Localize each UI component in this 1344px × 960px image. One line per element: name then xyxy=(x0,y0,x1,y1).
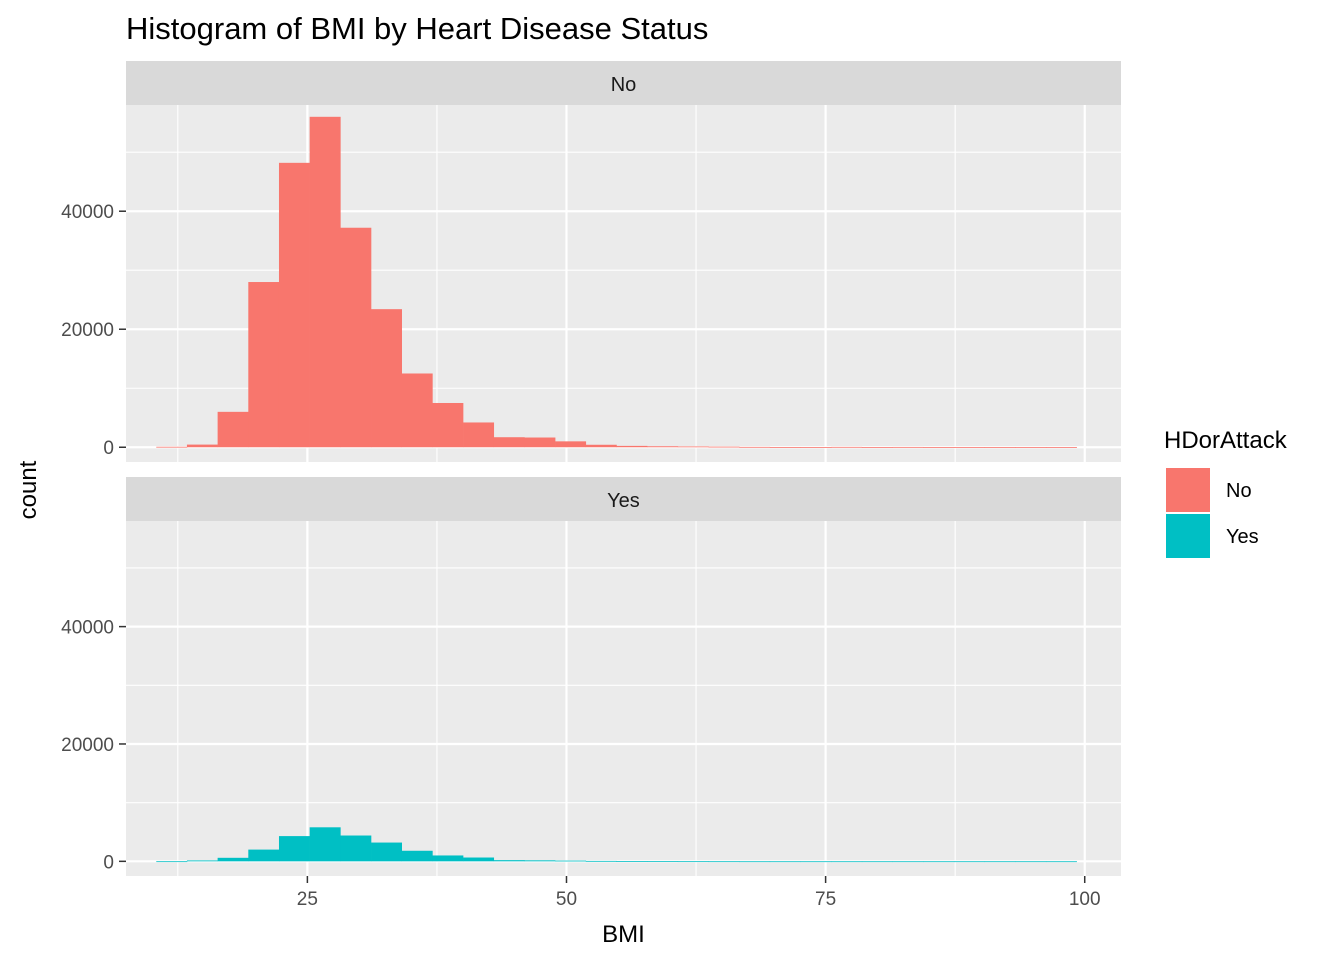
histogram-bar xyxy=(647,446,679,448)
histogram-bar xyxy=(616,445,648,448)
histogram-bar xyxy=(493,437,525,448)
facet-strip-no xyxy=(126,61,1121,105)
histogram-bar xyxy=(401,850,433,862)
histogram-bar xyxy=(217,857,249,862)
histogram-bar xyxy=(1015,861,1047,863)
facet-label-no: No xyxy=(611,74,637,96)
histogram-bar xyxy=(647,861,679,863)
x-axis-title: BMI xyxy=(602,921,645,948)
histogram-bar xyxy=(340,227,372,448)
histogram-bar xyxy=(186,444,218,448)
x-tick-label: 25 xyxy=(297,889,318,910)
histogram-bar xyxy=(432,402,464,448)
x-tick-label: 100 xyxy=(1069,889,1101,910)
histogram-bar xyxy=(371,309,402,448)
bars-no xyxy=(156,116,1077,448)
bars-yes xyxy=(156,827,1077,863)
histogram-bar xyxy=(708,861,740,863)
histogram-bar xyxy=(278,162,310,448)
histogram-bar xyxy=(769,447,801,448)
histogram-bar xyxy=(892,446,924,448)
histogram-bar xyxy=(309,827,341,862)
histogram-bar xyxy=(923,861,955,863)
y-tick-label: 0 xyxy=(103,438,114,459)
histogram-bar xyxy=(340,835,372,862)
y-axis-title: count xyxy=(15,460,42,519)
histogram-bar xyxy=(217,411,249,448)
histogram-bar xyxy=(309,116,341,448)
histogram-bar xyxy=(708,446,740,448)
histogram-bar xyxy=(953,861,985,863)
histogram-bar xyxy=(1045,447,1077,448)
legend-title: HDorAttack xyxy=(1164,427,1288,454)
histogram-bar xyxy=(1015,447,1047,448)
gridlines-yes xyxy=(126,521,1121,876)
x-tick-label: 50 xyxy=(556,889,577,910)
legend-swatch-no xyxy=(1166,468,1210,512)
histogram-bar xyxy=(923,447,955,448)
histogram-bar xyxy=(585,444,617,448)
y-tick-label: 40000 xyxy=(61,202,114,223)
histogram-bar xyxy=(831,861,863,863)
histogram-bar xyxy=(984,861,1016,863)
histogram-bar xyxy=(401,373,433,448)
y-tick-label: 40000 xyxy=(61,618,114,639)
histogram-bar xyxy=(1045,861,1077,863)
x-ticks: 25 50 75 100 xyxy=(297,876,1101,910)
legend-label-no: No xyxy=(1226,480,1252,502)
x-tick-label: 75 xyxy=(815,889,836,910)
histogram-bar xyxy=(463,857,495,862)
facet-panel-yes xyxy=(126,521,1121,876)
histogram-bar xyxy=(984,447,1016,448)
histogram-bar xyxy=(371,842,402,862)
histogram-bar xyxy=(677,861,709,863)
histogram-bar xyxy=(861,861,893,863)
histogram-bar xyxy=(800,447,832,448)
y-ticks-yes: 0 20000 40000 xyxy=(61,618,126,873)
histogram-bar xyxy=(800,861,832,863)
histogram-bar xyxy=(953,447,985,448)
histogram-bar xyxy=(248,282,280,448)
histogram-bar xyxy=(585,860,617,862)
histogram-bar xyxy=(248,849,280,862)
y-tick-label: 20000 xyxy=(61,735,114,756)
histogram-bar xyxy=(616,861,648,862)
facet-label-yes: Yes xyxy=(607,490,640,512)
histogram-bar xyxy=(186,860,218,862)
histogram-bar xyxy=(463,422,495,448)
y-ticks-no: 0 20000 40000 xyxy=(61,202,126,459)
legend-swatch-yes xyxy=(1166,514,1210,558)
histogram-bar xyxy=(555,441,587,448)
histogram-bar xyxy=(156,446,188,448)
histogram-bar xyxy=(861,447,893,448)
histogram-bar xyxy=(831,446,863,448)
y-tick-label: 20000 xyxy=(61,320,114,341)
histogram-bar xyxy=(892,861,924,863)
legend-label-yes: Yes xyxy=(1226,526,1259,548)
histogram-bar xyxy=(739,446,771,448)
histogram-bar xyxy=(524,860,556,862)
histogram-bar xyxy=(739,861,771,863)
histogram-bar xyxy=(432,855,464,862)
histogram-bar xyxy=(555,860,587,862)
histogram-bar xyxy=(769,861,801,863)
chart-title: Histogram of BMI by Heart Disease Status xyxy=(126,11,708,46)
histogram-bar xyxy=(493,860,525,862)
histogram-bar xyxy=(156,861,188,863)
facet-strip-yes xyxy=(126,477,1121,521)
histogram-bar xyxy=(278,836,310,862)
histogram-bar xyxy=(677,446,709,448)
histogram-bar xyxy=(524,437,556,448)
y-tick-label: 0 xyxy=(103,852,114,873)
